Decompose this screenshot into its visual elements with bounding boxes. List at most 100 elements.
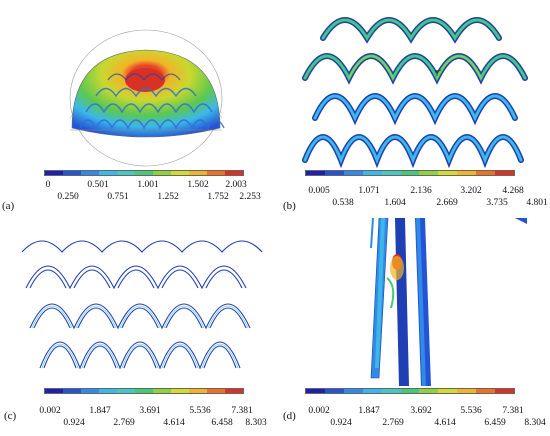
tick: 0.924 (330, 418, 352, 428)
colorbar-segment (324, 389, 344, 393)
colorbar-segment (343, 389, 363, 393)
panel-label-c: (c) (4, 410, 17, 422)
tick: 0.538 (332, 198, 354, 208)
ticks-top-c: 0.002 1.847 3.691 5.536 7.381 (39, 406, 252, 418)
colorbar-segment (189, 171, 207, 175)
colorbar-segment (457, 389, 477, 393)
ticks-bottom-c: 0.924 2.769 4.614 6.458 8.303 (44, 418, 266, 430)
tick: 7.381 (502, 406, 524, 416)
colorbar-segment (476, 389, 496, 393)
colorbar-segment (117, 171, 135, 175)
colorbar-segment (45, 171, 63, 175)
colorbar-segment (306, 389, 325, 393)
colorbar-segment (207, 171, 225, 175)
tick: 0.250 (57, 192, 79, 202)
colorbar-c (44, 388, 244, 394)
colorbar-segment (400, 171, 420, 175)
tick: 1.252 (157, 192, 179, 202)
tick: 0.924 (63, 418, 85, 428)
tick: 6.459 (484, 418, 506, 428)
panel-label-a: (a) (2, 200, 15, 212)
panel-d: 0.002 1.847 3.692 5.536 7.381 0.924 2.76… (275, 218, 550, 436)
tick: 1.071 (358, 186, 380, 196)
colorbar-segment (117, 389, 135, 393)
tick: 4.801 (526, 198, 548, 208)
tick: 6.458 (211, 418, 233, 428)
tick: 7.381 (231, 406, 253, 416)
tick: 1.604 (384, 198, 406, 208)
colorbar-segment (81, 389, 99, 393)
panel-c: 0.002 1.847 3.691 5.536 7.381 0.924 2.76… (0, 218, 275, 436)
colorbar-segment (362, 389, 382, 393)
colorbar-segment (189, 389, 207, 393)
tick: 0.002 (39, 406, 61, 416)
colorbar-segment (400, 389, 420, 393)
tick: 0 (45, 180, 51, 190)
tick: 1.001 (137, 180, 159, 190)
ticks-bottom-d: 0.924 2.769 4.614 6.459 8.304 (305, 418, 545, 430)
colorbar-segment (419, 389, 439, 393)
colorbar-segment (495, 389, 514, 393)
tick: 2.003 (225, 180, 247, 190)
arches-stress-plot (302, 17, 528, 168)
colorbar-segment (63, 171, 81, 175)
panel-label-b: (b) (283, 200, 296, 212)
tick: 5.536 (189, 406, 211, 416)
colorbar-segment (343, 171, 363, 175)
ticks-top-a: 0 0.501 1.001 1.502 2.003 (44, 180, 247, 192)
colorbar-d (305, 388, 515, 394)
panel-a: 0 0.501 1.001 1.502 2.003 0.250 0.751 1.… (0, 0, 275, 218)
colorbar-segment (135, 171, 153, 175)
tick: 1.847 (89, 406, 111, 416)
ticks-bottom-a: 0.250 0.751 1.252 1.752 2.253 (44, 192, 260, 204)
tick: 2.253 (239, 192, 261, 202)
tick: 0.002 (308, 406, 330, 416)
colorbar-segment (99, 389, 117, 393)
colorbar-segment (207, 389, 225, 393)
colorbar-segment (225, 171, 243, 175)
colorbar-segment (171, 171, 189, 175)
dome-stress-plot (69, 29, 225, 167)
colorbar-segment (153, 171, 171, 175)
colorbar-segment (99, 171, 117, 175)
tick: 4.614 (163, 418, 185, 428)
arches-outline-plot (21, 240, 263, 370)
tick: 3.691 (139, 406, 161, 416)
colorbar-segment (225, 389, 243, 393)
tick: 3.692 (410, 406, 432, 416)
colorbar-segment (306, 171, 325, 175)
colorbar-segment (63, 389, 81, 393)
tick: 3.202 (460, 186, 482, 196)
tick: 1.502 (187, 180, 209, 190)
ticks-top-d: 0.002 1.847 3.692 5.536 7.381 (305, 406, 523, 418)
tick: 2.136 (410, 186, 432, 196)
colorbar-segment (495, 171, 514, 175)
tick: 2.769 (382, 418, 404, 428)
tick: 0.751 (107, 192, 129, 202)
colorbar-segment (419, 171, 439, 175)
tick: 2.669 (436, 198, 458, 208)
tick: 1.847 (358, 406, 380, 416)
colorbar-segment (45, 389, 63, 393)
tick: 4.614 (434, 418, 456, 428)
colorbar-segment (438, 389, 458, 393)
ticks-top-b: 0.005 1.071 2.136 3.202 4.268 (305, 186, 523, 198)
tick: 0.501 (87, 180, 109, 190)
tick: 4.268 (502, 186, 524, 196)
ticks-bottom-b: 0.538 1.604 2.669 3.735 4.801 (305, 198, 547, 210)
colorbar-segment (81, 171, 99, 175)
colorbar-segment (381, 171, 401, 175)
panel-b: 0.005 1.071 2.136 3.202 4.268 0.538 1.60… (275, 0, 550, 218)
colorbar-segment (153, 389, 171, 393)
tick: 8.304 (524, 418, 546, 428)
ribbon-stress-plot (370, 218, 527, 386)
colorbar-segment (476, 171, 496, 175)
colorbar-segment (171, 389, 189, 393)
colorbar-segment (438, 171, 458, 175)
tick: 5.536 (460, 406, 482, 416)
tick: 1.752 (207, 192, 229, 202)
colorbar-segment (457, 171, 477, 175)
tick: 8.303 (245, 418, 267, 428)
panel-label-d: (d) (283, 410, 296, 422)
tick: 3.735 (486, 198, 508, 208)
